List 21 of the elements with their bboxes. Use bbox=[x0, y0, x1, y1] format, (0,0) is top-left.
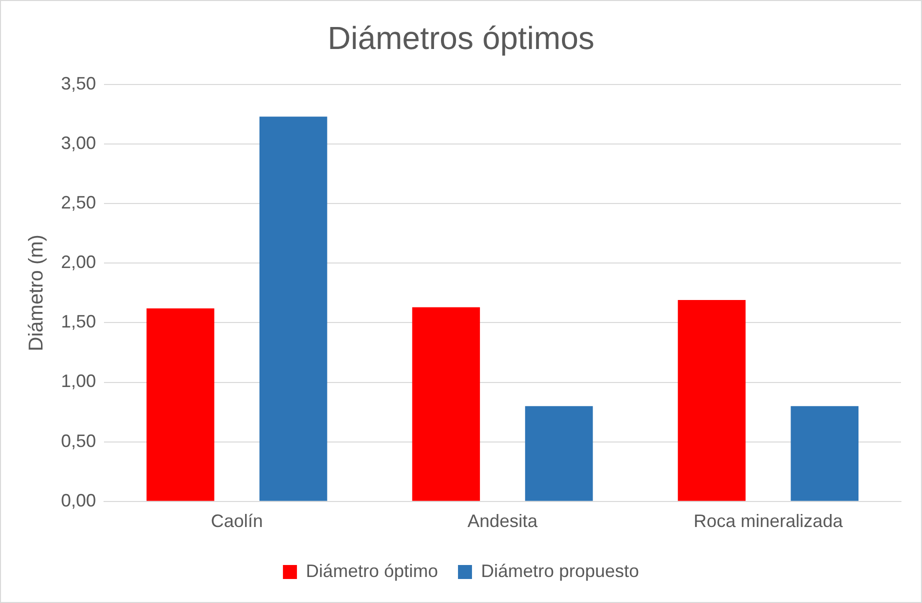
chart-title: Diámetros óptimos bbox=[328, 20, 594, 56]
bar bbox=[678, 300, 746, 501]
legend-label: Diámetro óptimo bbox=[306, 560, 438, 581]
y-tick-label: 3,50 bbox=[60, 73, 96, 94]
bar bbox=[525, 406, 593, 501]
y-tick-label: 0,50 bbox=[60, 430, 96, 451]
bar bbox=[790, 406, 858, 501]
bar bbox=[412, 307, 480, 501]
y-tick-label: 3,00 bbox=[60, 132, 96, 153]
y-tick-label: 1,50 bbox=[60, 312, 96, 332]
bar bbox=[259, 116, 328, 501]
y-tick-label: 0,00 bbox=[60, 490, 96, 510]
bar bbox=[146, 308, 214, 501]
y-tick-label: 1,00 bbox=[60, 371, 96, 392]
x-tick-label: Andesita bbox=[467, 511, 539, 532]
y-tick-label: 2,00 bbox=[60, 252, 96, 272]
x-tick-label: Roca mineralizada bbox=[694, 511, 844, 532]
y-axis-title: Diámetro (m) bbox=[26, 234, 48, 352]
legend-label: Diámetro propuesto bbox=[480, 560, 640, 581]
y-tick-label: 2,50 bbox=[60, 192, 96, 213]
x-tick-label: Caolín bbox=[210, 511, 263, 532]
